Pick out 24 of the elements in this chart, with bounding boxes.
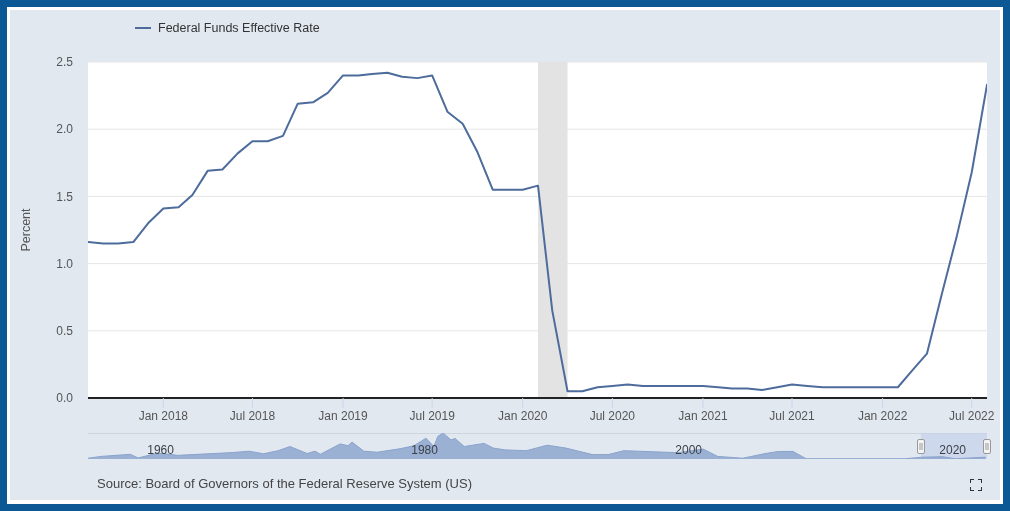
x-tick-label: Jan 2021: [678, 408, 728, 423]
x-tick-label: Jul 2018: [229, 408, 276, 423]
y-axis-title: Percent: [19, 207, 33, 252]
x-tick-label: 1980: [411, 443, 439, 457]
x-tick-label: Jul 2020: [589, 408, 636, 423]
x-tick-label: Jul 2019: [409, 408, 456, 423]
x-tick-label: Jan 2022: [857, 408, 908, 423]
x-tick-label: 2000: [675, 443, 703, 457]
y-tick-label: 0.5: [56, 324, 74, 339]
x-tick-label: Jul 2021: [769, 408, 816, 423]
line-series: [88, 71, 987, 393]
y-tick-label: 1.5: [56, 189, 74, 204]
y-tick-label: 2.0: [56, 122, 74, 137]
legend-label: Federal Funds Effective Rate: [158, 21, 320, 35]
y-tick-label: 0.0: [56, 391, 74, 406]
x-tick-label: 2020: [939, 443, 967, 457]
x-tick-label: 1960: [147, 443, 175, 457]
x-tick-label: Jan 2020: [498, 408, 548, 423]
source-note: Source: Board of Governors of the Federal Reserve System (US): [97, 476, 472, 491]
y-tick-label: 2.5: [56, 55, 74, 70]
x-tick-label: Jul 2022: [949, 408, 995, 423]
y-tick-label: 1.0: [56, 256, 74, 271]
x-tick-label: Jan 2018: [138, 408, 189, 423]
x-tick-label: Jan 2019: [318, 408, 369, 423]
